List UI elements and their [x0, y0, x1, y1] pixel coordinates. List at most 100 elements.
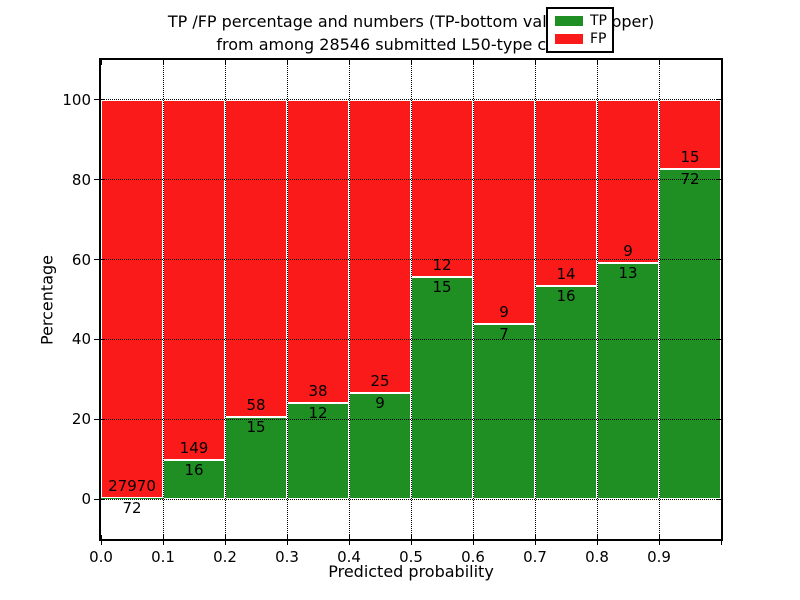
bar-segment-tp — [597, 263, 659, 500]
legend: TP FP — [546, 7, 614, 53]
y-tick-right — [716, 418, 721, 420]
v-gridline — [410, 60, 412, 539]
x-tick-top — [224, 60, 226, 65]
fp-count-label: 9 — [499, 303, 509, 322]
tp-count-label: 72 — [122, 499, 142, 518]
fp-count-label: 58 — [246, 396, 266, 415]
fp-count-label: 38 — [308, 382, 328, 401]
x-tick-label: 0.5 — [399, 548, 423, 566]
chart-title-line2: from among 28546 submitted L50-type cont… — [216, 35, 606, 54]
tp-count-label: 7 — [499, 325, 509, 344]
tp-count-label: 15 — [432, 278, 452, 297]
y-tick-right — [716, 338, 721, 340]
bar-segment-fp — [349, 99, 411, 394]
chart-title-line1: TP /FP percentage and numbers (TP-bottom… — [167, 12, 655, 31]
legend-label-tp: TP — [590, 13, 607, 29]
bar-segment-fp — [287, 99, 349, 404]
x-tick-label: 0.0 — [89, 548, 113, 566]
bar-segment-tp — [411, 277, 473, 500]
v-gridline — [348, 60, 350, 539]
y-tick-label: 40 — [71, 330, 91, 349]
v-gridline — [596, 60, 598, 539]
y-tick — [94, 259, 105, 261]
x-tick — [162, 535, 164, 545]
x-tick-top — [658, 60, 660, 65]
x-tick-label: 0.9 — [647, 548, 671, 566]
x-tick-top — [472, 60, 474, 65]
y-tick-right — [716, 498, 721, 500]
y-tick — [94, 99, 105, 101]
fp-count-label: 25 — [370, 372, 390, 391]
tp-count-label: 9 — [375, 394, 385, 413]
x-tick-label: 0.6 — [461, 548, 485, 566]
fp-count-label: 149 — [179, 439, 209, 458]
y-tick-label: 0 — [81, 490, 91, 509]
tp-count-label: 16 — [184, 461, 204, 480]
y-tick-label: 60 — [71, 250, 91, 269]
tp-count-label: 12 — [308, 404, 328, 423]
x-tick — [100, 535, 102, 545]
bar-segment-fp — [411, 99, 473, 278]
y-tick — [94, 418, 105, 420]
fp-count-label: 15 — [680, 147, 700, 166]
x-axis-label: Predicted probability — [328, 562, 494, 581]
bar-segment-fp — [473, 99, 535, 325]
x-tick-label: 0.2 — [213, 548, 237, 566]
tp-count-label: 15 — [246, 418, 266, 437]
y-tick-label: 80 — [71, 170, 91, 189]
tp-count-label: 16 — [556, 287, 576, 306]
y-tick — [94, 179, 105, 181]
x-tick — [224, 535, 226, 545]
bar-segment-fp — [101, 99, 163, 499]
legend-label-fp: FP — [590, 31, 607, 47]
x-tick-label: 0.8 — [585, 548, 609, 566]
tp-color-swatch — [555, 16, 583, 26]
v-gridline — [224, 60, 226, 539]
x-tick — [596, 535, 598, 545]
x-tick-top — [720, 60, 722, 65]
bar-segment-tp — [473, 324, 535, 500]
v-gridline — [286, 60, 288, 539]
bar-segment-fp — [225, 99, 287, 418]
y-tick-right — [716, 99, 721, 101]
x-tick-label: 0.4 — [337, 548, 361, 566]
x-tick-top — [348, 60, 350, 65]
fp-count-label: 14 — [556, 265, 576, 284]
x-tick — [720, 535, 722, 545]
x-tick-top — [596, 60, 598, 65]
y-tick-right — [716, 179, 721, 181]
x-tick-top — [410, 60, 412, 65]
legend-item-fp: FP — [548, 32, 612, 46]
x-tick — [348, 535, 350, 545]
v-gridline — [162, 60, 164, 539]
x-tick — [658, 535, 660, 545]
x-tick — [534, 535, 536, 545]
bar-segment-fp — [163, 99, 225, 461]
x-tick-label: 0.3 — [275, 548, 299, 566]
fp-count-label: 27970 — [108, 477, 156, 496]
y-tick — [94, 338, 105, 340]
plot-area: 27970 72 149 16 58 15 38 12 25 9 12 15 9 7 14 16 9 13 15 72… — [62, 60, 722, 566]
v-gridline — [658, 60, 660, 539]
x-tick — [472, 535, 474, 545]
tp-count-label: 13 — [618, 264, 638, 283]
x-tick — [286, 535, 288, 545]
tp-count-label: 72 — [680, 169, 700, 188]
fp-count-label: 9 — [623, 242, 633, 261]
y-tick-label: 100 — [62, 90, 91, 109]
v-gridline — [534, 60, 536, 539]
bar-segment-tp — [101, 498, 163, 500]
y-tick-label: 20 — [71, 410, 91, 429]
x-tick — [410, 535, 412, 545]
x-tick-top — [100, 60, 102, 65]
bar-segment-tp — [535, 286, 597, 500]
y-tick-right — [716, 259, 721, 261]
x-tick-label: 0.7 — [523, 548, 547, 566]
bar-segment-tp — [349, 393, 411, 500]
v-gridline — [472, 60, 474, 539]
legend-item-tp: TP — [548, 14, 612, 28]
fp-color-swatch — [555, 34, 583, 44]
y-tick — [94, 498, 105, 500]
x-tick-top — [286, 60, 288, 65]
